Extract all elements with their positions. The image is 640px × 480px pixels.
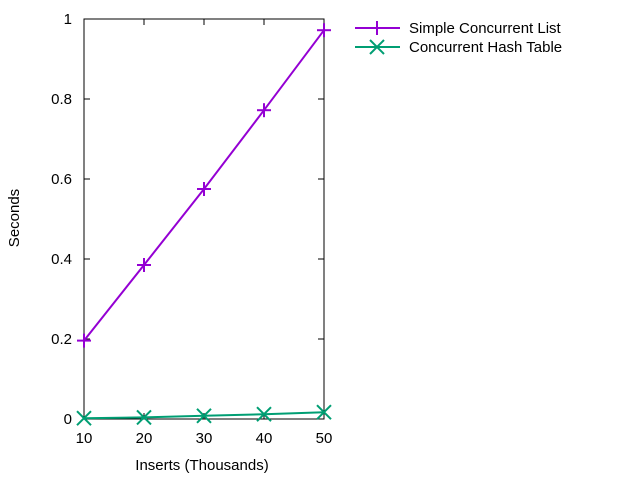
ticks: 10 20 30 40 50 0 0.2 0.4 0.6 0.8 1 <box>51 11 332 447</box>
legend-marker <box>370 21 384 35</box>
legend-item: Concurrent Hash Table <box>355 39 562 56</box>
cross-marker-b <box>369 39 385 55</box>
legend-marker <box>369 39 385 55</box>
data-point <box>77 333 91 348</box>
data-point <box>137 258 151 272</box>
data-point <box>196 408 212 424</box>
data-point <box>257 103 271 118</box>
y-tick-label: 0.6 <box>51 171 72 188</box>
y-tick-label: 0.8 <box>51 91 72 108</box>
y-tick-label: 1 <box>64 11 72 28</box>
data-point <box>317 23 331 38</box>
cross-marker-b <box>256 406 272 422</box>
cross-marker-b <box>76 410 92 426</box>
legend: Simple Concurrent List Concurrent Hash Ta… <box>355 20 562 56</box>
legend-label: Simple Concurrent List <box>409 20 562 37</box>
x-tick-label: 50 <box>316 430 333 447</box>
data-point <box>197 182 211 196</box>
y-tick-label: 0 <box>64 411 72 428</box>
y-tick-label: 0.2 <box>51 331 72 348</box>
x-axis-label: Inserts (Thousands) <box>135 457 268 474</box>
series-group <box>76 23 332 426</box>
cross-marker-b <box>196 408 212 424</box>
data-point <box>76 410 92 426</box>
legend-label: Concurrent Hash Table <box>409 39 562 56</box>
cross-marker-b <box>316 404 332 420</box>
y-tick-label: 0.4 <box>51 251 72 268</box>
x-tick-label: 20 <box>136 430 153 447</box>
x-tick-label: 10 <box>76 430 93 447</box>
y-axis-label: Seconds <box>6 189 23 247</box>
data-point <box>316 404 332 420</box>
x-tick-label: 40 <box>256 430 273 447</box>
data-point <box>256 406 272 422</box>
x-tick-label: 30 <box>196 430 213 447</box>
legend-item: Simple Concurrent List <box>355 20 562 37</box>
data-point <box>136 409 152 426</box>
cross-marker-b <box>136 409 152 426</box>
